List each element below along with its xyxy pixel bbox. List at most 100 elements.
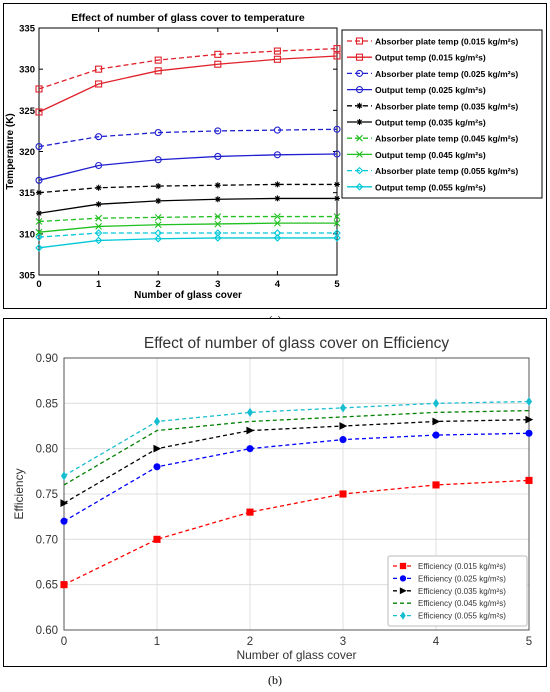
y-tick-label-3: 0.75 <box>36 489 58 501</box>
data-point-1-1 <box>153 463 161 471</box>
data-point-7-5 <box>333 219 341 227</box>
x-tick-label-3: 3 <box>340 636 346 648</box>
data-point-5-1 <box>95 201 102 208</box>
data-point-7-4 <box>274 219 281 227</box>
legend-label-1: Efficiency (0.025 kg/m²s) <box>418 574 506 583</box>
series-line-6 <box>38 215 337 223</box>
data-point-0-3 <box>214 50 222 58</box>
series-0 <box>60 476 533 589</box>
data-point-1-5 <box>333 52 341 60</box>
data-point-1-0 <box>60 517 68 525</box>
y-tick-label-6: 0.90 <box>36 353 58 365</box>
legend-marker-2 <box>399 587 407 595</box>
data-point-1-4 <box>273 55 281 63</box>
series-line-1 <box>38 55 338 113</box>
y-tick-label-4: 0.80 <box>36 444 58 456</box>
data-point-0-4 <box>273 47 281 55</box>
data-point-6-1 <box>95 214 102 222</box>
legend: Efficiency (0.015 kg/m²s) Efficiency (0.0… <box>387 555 528 627</box>
data-point-1-2 <box>246 445 254 453</box>
legend-marker-0 <box>399 562 407 570</box>
data-point-8-0 <box>35 233 43 241</box>
data-point-4-2 <box>155 183 162 190</box>
chart-panel-a: Effect of number of glass cover to tempe… <box>0 0 550 312</box>
series-0 <box>35 45 341 93</box>
legend-label-3: Output temp (0.025 kg/m²s) <box>375 85 486 95</box>
data-point-8-1 <box>94 229 103 237</box>
data-point-3-1 <box>95 161 103 170</box>
data-point-7-0 <box>35 228 43 236</box>
data-point-0-5 <box>525 476 533 484</box>
data-point-4-5 <box>334 181 340 188</box>
series-4 <box>36 181 340 196</box>
data-point-2-3 <box>214 127 222 135</box>
x-axis-label: Number of glass cover <box>134 290 242 301</box>
legend-marker-6 <box>356 134 363 142</box>
data-point-3-4 <box>273 151 281 159</box>
series-8 <box>35 229 341 241</box>
y-tick-label-5: 0.85 <box>36 398 58 410</box>
legend-marker-9 <box>355 183 364 191</box>
series-line-7 <box>38 222 337 233</box>
series-9 <box>35 234 341 252</box>
data-point-5-3 <box>214 196 221 203</box>
series-5 <box>36 195 340 217</box>
legend-label-0: Efficiency (0.015 kg/m²s) <box>418 562 506 571</box>
plot-area <box>63 357 530 631</box>
y-tick-label-1: 310 <box>19 229 35 240</box>
data-point-1-4 <box>432 431 440 439</box>
data-point-9-4 <box>273 234 282 242</box>
legend-label-0: Absorber plate temp (0.015 kg/m²s) <box>375 37 518 47</box>
data-point-4-4 <box>432 398 440 408</box>
y-tick-label-2: 315 <box>19 188 36 199</box>
data-point-4-0 <box>60 471 68 481</box>
data-point-2-5 <box>525 415 534 424</box>
data-point-0-0 <box>35 85 43 93</box>
data-point-2-3 <box>339 422 348 430</box>
series-line-3 <box>63 409 530 486</box>
data-point-2-0 <box>60 499 69 507</box>
series-3 <box>35 150 341 184</box>
series-line-3 <box>38 153 338 181</box>
data-point-4-5 <box>525 396 533 407</box>
x-tick-label-4: 4 <box>275 279 281 290</box>
legend-marker-1 <box>399 575 407 582</box>
legend-box <box>387 555 528 627</box>
series-line-4 <box>63 400 530 477</box>
legend-marker-2 <box>355 69 364 77</box>
data-point-2-2 <box>154 129 162 137</box>
x-tick-label-5: 5 <box>526 636 532 648</box>
series-line-0 <box>38 47 338 90</box>
data-point-7-2 <box>154 221 162 229</box>
series-1 <box>60 429 533 525</box>
y-tick-label-0: 0.60 <box>36 625 58 637</box>
data-point-1-3 <box>339 436 347 444</box>
data-point-4-1 <box>153 416 161 427</box>
data-point-9-0 <box>35 244 43 252</box>
y-tick-label-1: 0.65 <box>36 580 58 592</box>
x-tick-label-0: 0 <box>36 279 41 290</box>
y-tick-label-6: 335 <box>19 24 36 35</box>
data-point-8-3 <box>214 229 222 237</box>
data-point-2-4 <box>273 126 281 134</box>
data-point-0-4 <box>432 481 440 489</box>
chart-title: Effect of number of glass cover to tempe… <box>71 12 305 24</box>
x-tick-label-1: 1 <box>154 636 160 648</box>
legend-label-4: Absorber plate temp (0.035 kg/m²s) <box>375 101 518 111</box>
series-4 <box>60 396 533 481</box>
legend-label-2: Efficiency (0.035 kg/m²s) <box>418 587 506 596</box>
data-point-1-5 <box>525 429 533 437</box>
data-point-3-2 <box>154 156 162 164</box>
series-2 <box>60 415 534 507</box>
data-point-4-3 <box>339 403 347 413</box>
data-point-5-0 <box>36 210 42 217</box>
series-line-5 <box>38 197 337 214</box>
data-point-2-1 <box>95 133 103 141</box>
series-line-0 <box>63 479 530 586</box>
data-point-0-1 <box>153 535 161 543</box>
legend-marker-4 <box>356 102 363 109</box>
data-point-0-2 <box>154 56 162 64</box>
data-point-9-2 <box>154 234 162 243</box>
series-1 <box>35 52 341 116</box>
legend-box <box>341 29 543 199</box>
